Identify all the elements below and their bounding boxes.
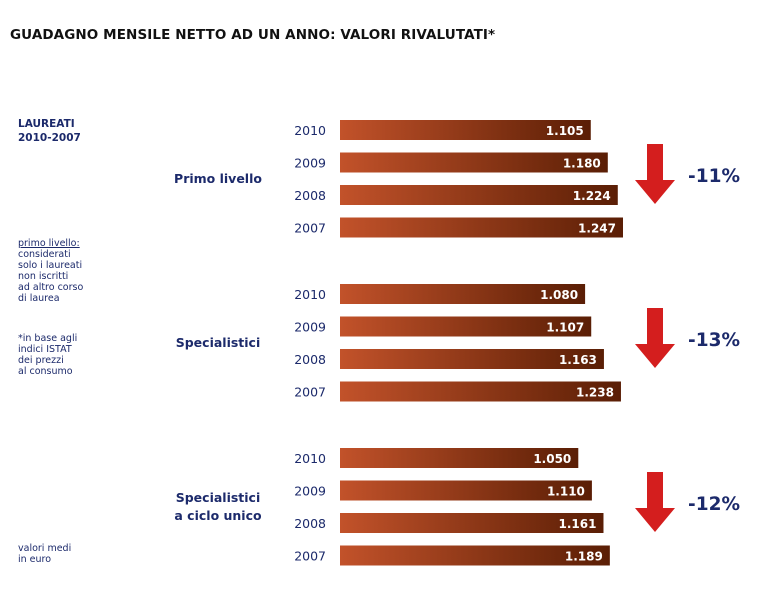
year-tick-label: 2010 (294, 451, 326, 466)
note-title: primo livello: (18, 238, 80, 249)
sidebar-note-primo-livello: primo livello: considerati solo i laurea… (18, 238, 83, 304)
group-label: Primo livello (174, 171, 262, 186)
bar (340, 448, 579, 468)
year-tick-label: 2009 (294, 156, 326, 171)
note-line: in euro (18, 554, 52, 565)
bar-value-label: 1.105 (546, 124, 584, 138)
sidebar-heading-line2: 2010-2007 (18, 132, 81, 144)
bar (340, 480, 592, 501)
bar-value-label: 1.180 (563, 157, 601, 171)
year-tick-label: 2008 (294, 516, 326, 531)
note-line: non iscritti (18, 271, 69, 282)
bar (340, 513, 604, 533)
bar-value-label: 1.224 (573, 189, 611, 203)
bar (340, 284, 586, 304)
bar (340, 120, 591, 140)
bar (340, 316, 592, 337)
bar-value-label: 1.107 (546, 321, 584, 335)
year-tick-label: 2010 (294, 123, 326, 138)
bar-value-label: 1.110 (547, 485, 585, 499)
year-tick-label: 2007 (294, 549, 326, 564)
bar (340, 185, 618, 205)
sidebar-heading-line1: LAUREATI (18, 118, 75, 130)
bar-value-label: 1.080 (540, 288, 578, 302)
year-tick-label: 2007 (294, 221, 326, 236)
sidebar-note-istat: *in base agli indici ISTAT dei prezzi al… (18, 333, 77, 377)
sidebar-heading: LAUREATI 2010-2007 (18, 117, 81, 145)
chart-title: GUADAGNO MENSILE NETTO AD UN ANNO: VALOR… (10, 27, 496, 43)
year-tick-label: 2010 (294, 287, 326, 302)
bar (340, 217, 623, 238)
down-arrow-icon (635, 308, 675, 368)
bar-value-label: 1.050 (533, 452, 571, 466)
note-line: al consumo (18, 366, 73, 377)
note-line: indici ISTAT (18, 344, 72, 355)
percent-change-label: -12% (688, 494, 740, 515)
bar-value-label: 1.247 (578, 222, 616, 236)
down-arrow-icon (635, 144, 675, 204)
note-line: *in base agli (18, 333, 78, 344)
group-label: Specialistici (176, 490, 261, 505)
note-line: solo i laureati (18, 260, 83, 271)
year-tick-label: 2008 (294, 188, 326, 203)
bar (340, 381, 621, 402)
percent-change-label: -13% (688, 330, 740, 351)
note-line: ad altro corso (18, 282, 84, 293)
year-tick-label: 2007 (294, 385, 326, 400)
bar (340, 349, 604, 369)
group-label: Specialistici (176, 335, 261, 350)
note-line: valori medi (18, 543, 72, 554)
note-line: dei prezzi (18, 355, 64, 366)
bar (340, 545, 610, 566)
bar-value-label: 1.238 (576, 386, 614, 400)
bar-value-label: 1.161 (559, 517, 597, 531)
year-tick-label: 2009 (294, 320, 326, 335)
sidebar-note-units: valori medi in euro (18, 543, 71, 565)
note-line: considerati (18, 249, 71, 260)
note-line: di laurea (18, 293, 60, 304)
group-label: a ciclo unico (174, 508, 262, 523)
down-arrow-icon (635, 472, 675, 532)
percent-change-label: -11% (688, 166, 740, 187)
bar (340, 152, 608, 173)
bar-value-label: 1.189 (565, 550, 603, 564)
year-tick-label: 2008 (294, 352, 326, 367)
year-tick-label: 2009 (294, 484, 326, 499)
bar-value-label: 1.163 (559, 353, 597, 367)
